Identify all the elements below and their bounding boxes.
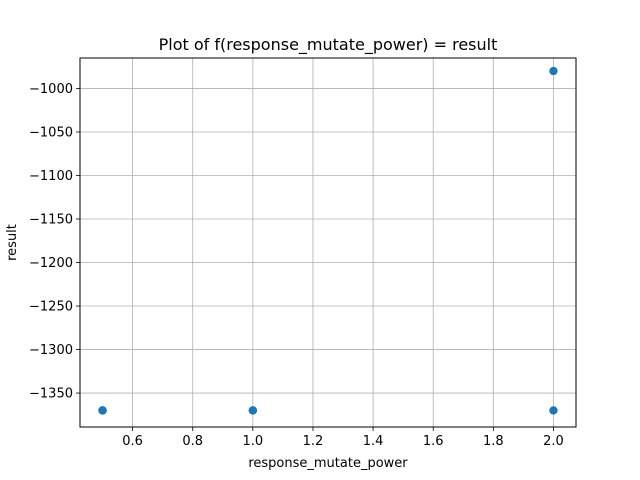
x-tick-label: 1.2 [303,434,324,449]
y-tick-label: −1150 [29,213,73,228]
data-point [549,406,558,415]
x-tick-label: 1.8 [483,434,504,449]
y-axis-ticks: −1000 −1050 −1100 −1150 −1200 −1250 −1300 −1350 [29,82,80,402]
x-tick-label: 0.8 [182,434,203,449]
data-point [98,406,107,415]
x-tick-label: 0.6 [122,434,143,449]
y-tick-label: −1050 [29,125,73,140]
data-point [549,66,558,76]
data-points [98,66,558,415]
x-axis-label: response_mutate_power [248,456,408,471]
y-axis-label: result [5,224,20,261]
y-tick-label: −1250 [29,300,73,315]
plot-frame [79,57,577,428]
y-tick-label: −1000 [29,82,73,97]
y-tick-label: −1100 [29,169,73,184]
chart-title: Plot of f(response_mutate_power) = resul… [159,35,498,55]
x-tick-label: 1.4 [363,434,384,449]
y-tick-label: −1350 [29,387,73,402]
grid [80,58,576,427]
x-axis-ticks: 0.6 0.8 1.0 1.2 1.4 1.6 1.8 2.0 [122,427,564,449]
x-tick-label: 1.0 [243,434,264,449]
data-point [248,406,258,415]
y-tick-label: −1200 [29,256,73,271]
x-tick-label: 1.6 [423,434,444,449]
x-tick-label: 2.0 [543,434,564,449]
y-tick-label: −1300 [29,343,73,358]
